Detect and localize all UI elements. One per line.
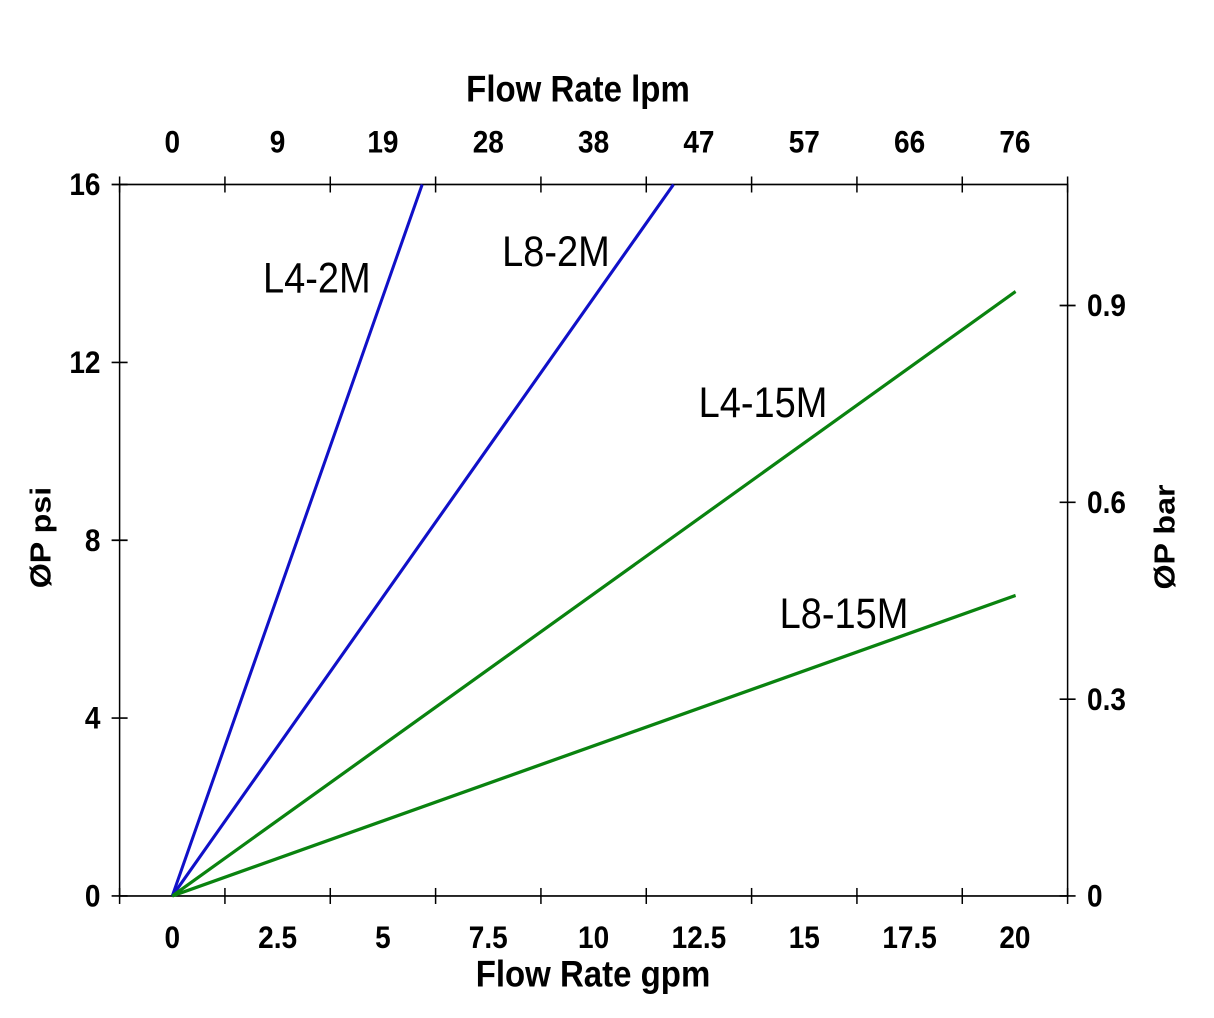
svg-text:76: 76	[999, 125, 1030, 160]
svg-text:19: 19	[367, 125, 398, 160]
svg-text:9: 9	[270, 125, 286, 160]
svg-text:L8-15M: L8-15M	[780, 590, 909, 637]
svg-text:47: 47	[683, 125, 714, 160]
svg-text:0.3: 0.3	[1087, 682, 1126, 717]
svg-text:L8-2M: L8-2M	[502, 228, 610, 275]
svg-text:0: 0	[85, 879, 101, 914]
svg-text:15: 15	[789, 921, 820, 956]
svg-text:57: 57	[789, 125, 820, 160]
svg-text:12: 12	[69, 346, 100, 381]
svg-text:66: 66	[894, 125, 925, 160]
svg-text:5: 5	[375, 921, 391, 956]
svg-text:4: 4	[85, 701, 101, 736]
svg-text:Flow Rate gpm: Flow Rate gpm	[476, 954, 711, 995]
svg-text:L4-15M: L4-15M	[699, 379, 828, 426]
svg-text:L4-2M: L4-2M	[263, 255, 371, 302]
svg-text:17.5: 17.5	[882, 921, 936, 956]
svg-text:8: 8	[85, 524, 101, 559]
svg-text:28: 28	[473, 125, 504, 160]
svg-text:10: 10	[578, 921, 609, 956]
svg-text:7.5: 7.5	[469, 921, 508, 956]
svg-text:Flow Rate lpm: Flow Rate lpm	[466, 69, 690, 110]
svg-text:0.9: 0.9	[1087, 289, 1126, 324]
svg-text:0: 0	[164, 125, 180, 160]
svg-text:ØP psi: ØP psi	[25, 487, 57, 588]
svg-text:0: 0	[164, 921, 180, 956]
svg-text:0.6: 0.6	[1087, 486, 1126, 521]
svg-text:ØP bar: ØP bar	[1149, 484, 1181, 589]
svg-text:2.5: 2.5	[258, 921, 297, 956]
svg-text:0: 0	[1087, 879, 1103, 914]
svg-text:16: 16	[69, 168, 100, 203]
svg-text:12.5: 12.5	[672, 921, 726, 956]
svg-text:20: 20	[999, 921, 1030, 956]
svg-text:38: 38	[578, 125, 609, 160]
